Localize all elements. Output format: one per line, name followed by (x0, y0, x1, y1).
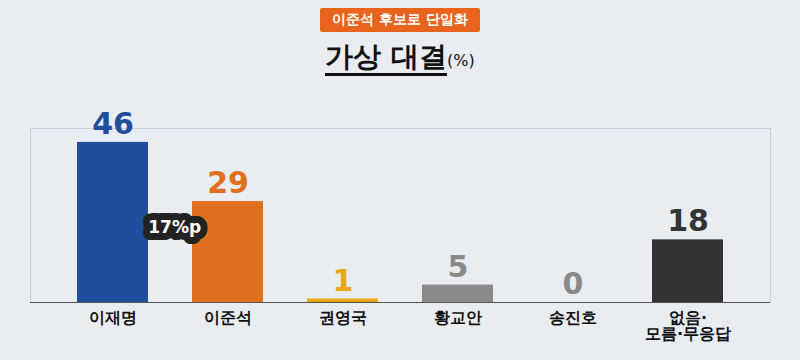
svg-text:0: 0 (563, 266, 584, 301)
svg-text:없음·모름·무응답: 없음·모름·무응답 (645, 308, 731, 343)
svg-text:송진호: 송진호 (549, 308, 597, 327)
svg-text:29: 29 (207, 165, 249, 200)
svg-text:5: 5 (448, 249, 469, 284)
html-text:이준석 후보로 단일화: 이준석 후보로 단일화 (332, 11, 468, 27)
svg-text:이재명: 이재명 (89, 308, 137, 327)
svg-text:18: 18 (667, 203, 709, 238)
svg-text:이준석: 이준석 (204, 308, 252, 327)
svg-text:황교안: 황교안 (434, 308, 482, 327)
svg-text:17%p: 17%p (148, 217, 201, 237)
svg-text:46: 46 (92, 106, 134, 141)
svg-text:1: 1 (333, 263, 354, 298)
svg-text:17%p: 17%p (148, 217, 201, 237)
svg-text:권영국: 권영국 (319, 308, 367, 327)
html-text:가상 대결(%): 가상 대결(%) (325, 40, 475, 73)
